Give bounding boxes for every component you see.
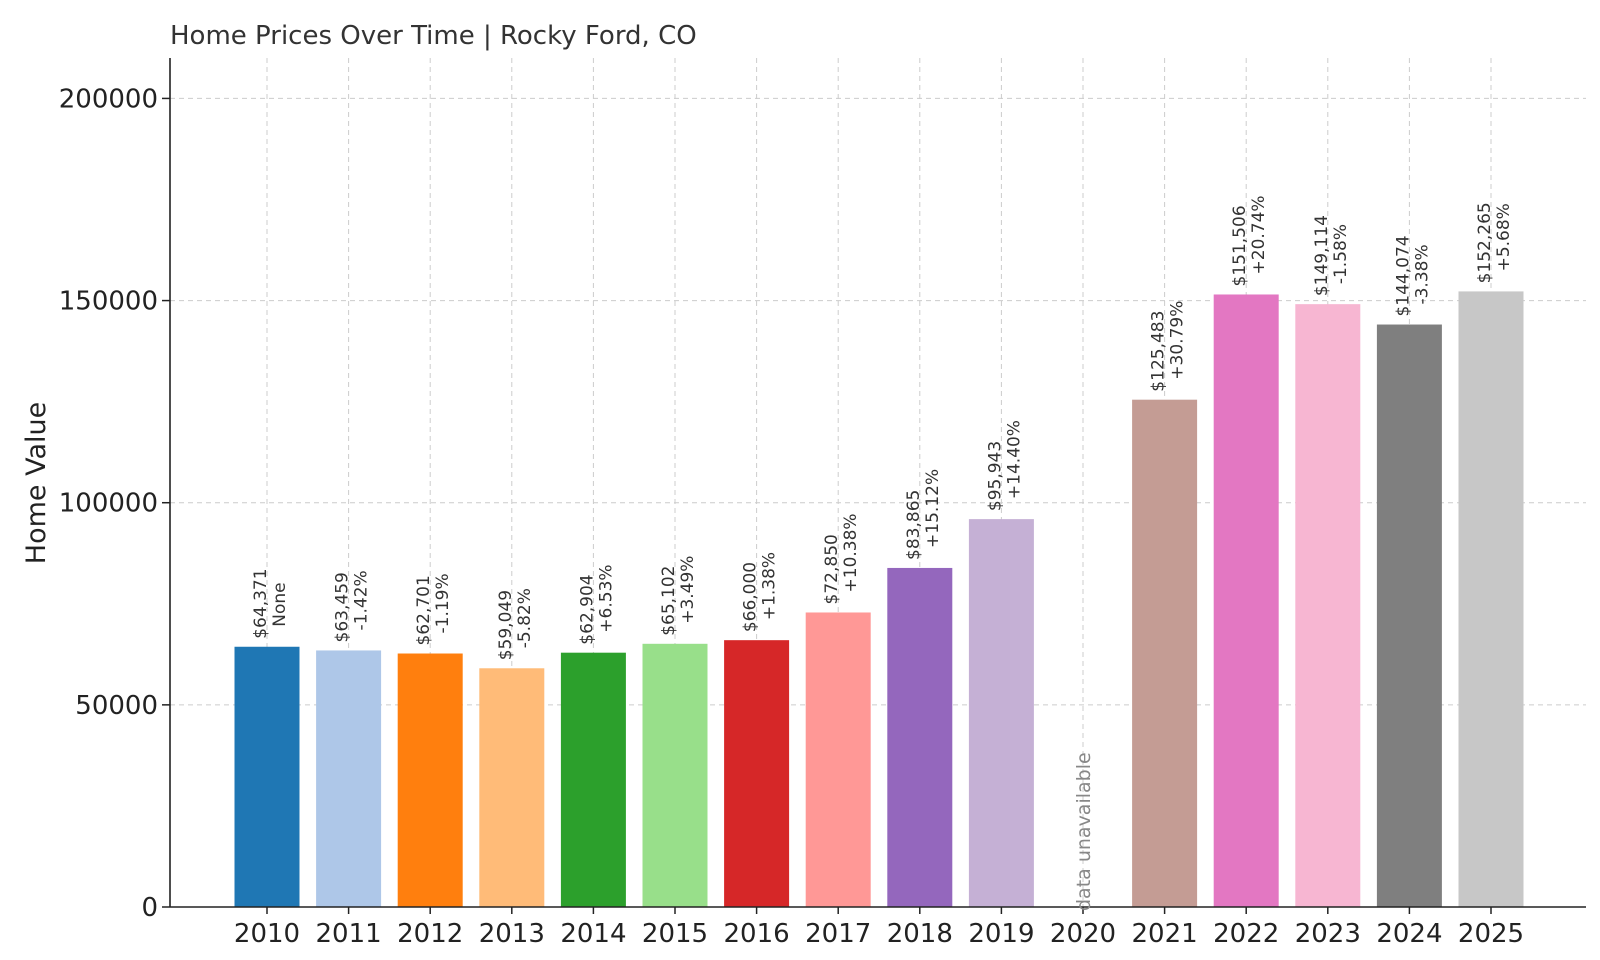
x-tick-label: 2022 xyxy=(1213,919,1279,949)
y-tick-label: 150000 xyxy=(59,287,158,317)
bar-value-label: $62,701 xyxy=(414,575,434,645)
bar-value-label: $59,049 xyxy=(496,590,516,660)
x-tick-label: 2025 xyxy=(1458,919,1524,949)
gridlines xyxy=(170,58,1586,907)
bar-change-label: -1.42% xyxy=(352,570,372,630)
bar-2023 xyxy=(1295,304,1361,907)
bar-value-label: $66,000 xyxy=(741,562,761,632)
bar-value-label: $144,074 xyxy=(1393,235,1413,316)
bar-2015 xyxy=(642,643,708,907)
bar-value-label: $62,904 xyxy=(577,574,597,644)
x-tick-label: 2023 xyxy=(1295,919,1361,949)
bar-2010 xyxy=(234,646,300,907)
bar-change-label: +14.40% xyxy=(1004,420,1024,499)
y-tick-label: 0 xyxy=(141,893,158,923)
bar-change-label: +1.38% xyxy=(760,552,780,620)
x-tick-label: 2017 xyxy=(805,919,871,949)
y-tick-label: 100000 xyxy=(59,489,158,519)
bar-value-label: $72,850 xyxy=(822,534,842,604)
bar-value-label: $64,371 xyxy=(251,568,271,638)
chart-title: Home Prices Over Time | Rocky Ford, CO xyxy=(170,21,697,51)
bar-change-label: +3.49% xyxy=(678,556,698,624)
bar-2013 xyxy=(479,668,545,907)
bar-value-label: $151,506 xyxy=(1230,205,1250,286)
bar-2018 xyxy=(887,567,953,907)
bar-value-label: $149,114 xyxy=(1312,215,1332,296)
bar-2021 xyxy=(1132,399,1198,907)
bar-change-label: -5.82% xyxy=(515,588,535,648)
x-tick-label: 2020 xyxy=(1050,919,1116,949)
bar-2012 xyxy=(397,653,463,907)
x-tick-label: 2011 xyxy=(316,919,382,949)
x-tick-label: 2016 xyxy=(724,919,790,949)
bar-change-label: +6.53% xyxy=(596,564,616,632)
bar-value-label: $83,865 xyxy=(904,490,924,560)
bar-value-label: $95,943 xyxy=(985,441,1005,511)
bar-2022 xyxy=(1213,294,1279,907)
y-tick-label: 200000 xyxy=(59,84,158,114)
bar-2017 xyxy=(805,612,871,907)
x-tick-label: 2021 xyxy=(1132,919,1198,949)
bar-change-label: None xyxy=(270,582,290,626)
x-tick-label: 2013 xyxy=(479,919,545,949)
missing-data-label: data unavailable xyxy=(1073,752,1095,911)
bar-change-label: +20.74% xyxy=(1249,195,1269,274)
bar-change-label: +30.79% xyxy=(1168,301,1188,380)
bar-change-label: -1.19% xyxy=(433,573,453,633)
bar-value-label: $65,102 xyxy=(659,565,679,635)
bar-labels: $64,371 None $63,459 -1.42% $62,701 -1.19% $59… xyxy=(251,195,1514,911)
bar-change-label: -1.58% xyxy=(1331,224,1351,284)
bar-2011 xyxy=(316,650,382,907)
bar-change-label: +5.68% xyxy=(1494,203,1514,271)
bar-change-label: +15.12% xyxy=(923,469,943,548)
x-tick-label: 2014 xyxy=(560,919,626,949)
x-tick-label: 2019 xyxy=(968,919,1034,949)
x-tick-label: 2012 xyxy=(397,919,463,949)
y-axis-label: Home Value xyxy=(21,402,52,564)
bar-2016 xyxy=(724,640,790,907)
bars xyxy=(234,291,1524,907)
bar-value-label: $152,265 xyxy=(1475,202,1495,283)
y-tick-label: 50000 xyxy=(75,691,158,721)
x-tick-label: 2018 xyxy=(887,919,953,949)
bar-change-label: +10.38% xyxy=(841,513,861,592)
x-tick-label: 2024 xyxy=(1376,919,1442,949)
bar-2024 xyxy=(1376,324,1442,907)
bar-2025 xyxy=(1458,291,1524,907)
x-tick-label: 2015 xyxy=(642,919,708,949)
bar-2014 xyxy=(560,652,626,907)
x-tick-label: 2010 xyxy=(234,919,300,949)
bar-change-label: -3.38% xyxy=(1412,244,1432,304)
bar-value-label: $63,459 xyxy=(333,572,353,642)
bar-2019 xyxy=(968,519,1034,907)
axes: 0 50000 100000 150000 200000 2010 2011 2012 2013… xyxy=(59,58,1586,949)
bar-value-label: $125,483 xyxy=(1149,311,1169,392)
